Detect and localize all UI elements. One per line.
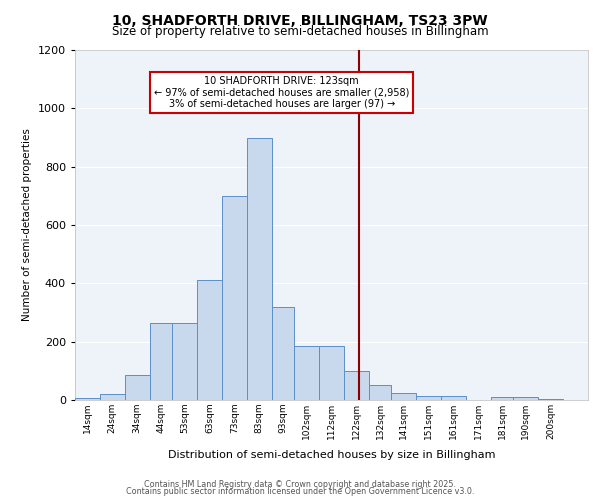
Bar [75,398,100,400]
X-axis label: Distribution of semi-detached houses by size in Billingham: Distribution of semi-detached houses by … [168,450,495,460]
Bar [125,375,150,400]
Bar [441,396,466,400]
Text: 10, SHADFORTH DRIVE, BILLINGHAM, TS23 3PW: 10, SHADFORTH DRIVE, BILLINGHAM, TS23 3P… [112,14,488,28]
Text: Contains HM Land Registry data © Crown copyright and database right 2025.: Contains HM Land Registry data © Crown c… [144,480,456,489]
Bar [369,386,391,400]
Y-axis label: Number of semi-detached properties: Number of semi-detached properties [22,128,32,322]
Bar [197,280,222,400]
Bar [100,394,125,400]
Text: Size of property relative to semi-detached houses in Billingham: Size of property relative to semi-detach… [112,25,488,38]
Bar [416,396,441,400]
Bar [391,392,416,400]
Bar [222,196,247,400]
Text: Contains public sector information licensed under the Open Government Licence v3: Contains public sector information licen… [126,487,474,496]
Bar [344,371,369,400]
Bar [491,397,513,400]
Bar [150,322,172,400]
Bar [247,138,272,400]
Bar [172,322,197,400]
Text: 10 SHADFORTH DRIVE: 123sqm
← 97% of semi-detached houses are smaller (2,958)
3% : 10 SHADFORTH DRIVE: 123sqm ← 97% of semi… [154,76,409,110]
Bar [294,346,319,400]
Bar [272,306,294,400]
Bar [319,346,344,400]
Bar [513,397,538,400]
Bar [538,398,563,400]
